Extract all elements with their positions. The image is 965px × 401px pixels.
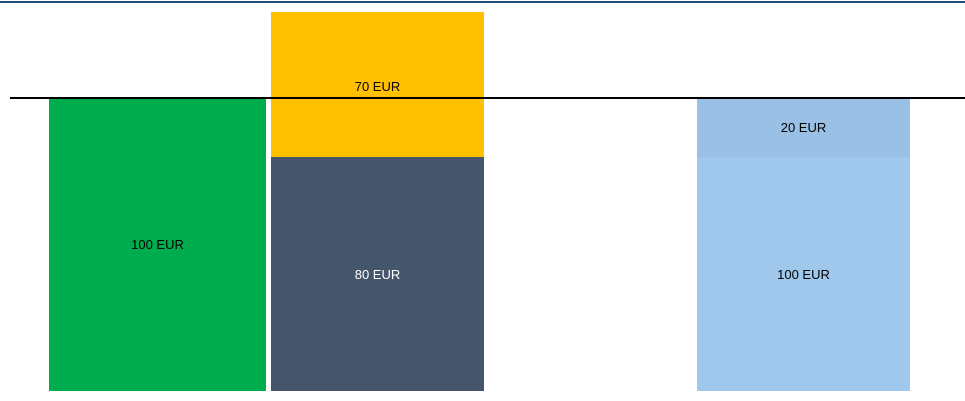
block-label: 100 EUR <box>777 266 830 282</box>
block-label: 70 EUR <box>354 79 401 94</box>
top-rule <box>0 1 965 3</box>
block: 100 EUR <box>697 157 910 391</box>
block: 20 EUR <box>697 98 910 157</box>
block: 80 EUR <box>271 157 484 391</box>
block: 70 EUR <box>271 12 484 157</box>
block-label: 80 EUR <box>354 266 401 282</box>
block-label: 100 EUR <box>131 237 184 252</box>
block: 100 EUR <box>49 98 266 391</box>
baseline <box>10 97 965 99</box>
block-label: 20 EUR <box>780 120 827 135</box>
